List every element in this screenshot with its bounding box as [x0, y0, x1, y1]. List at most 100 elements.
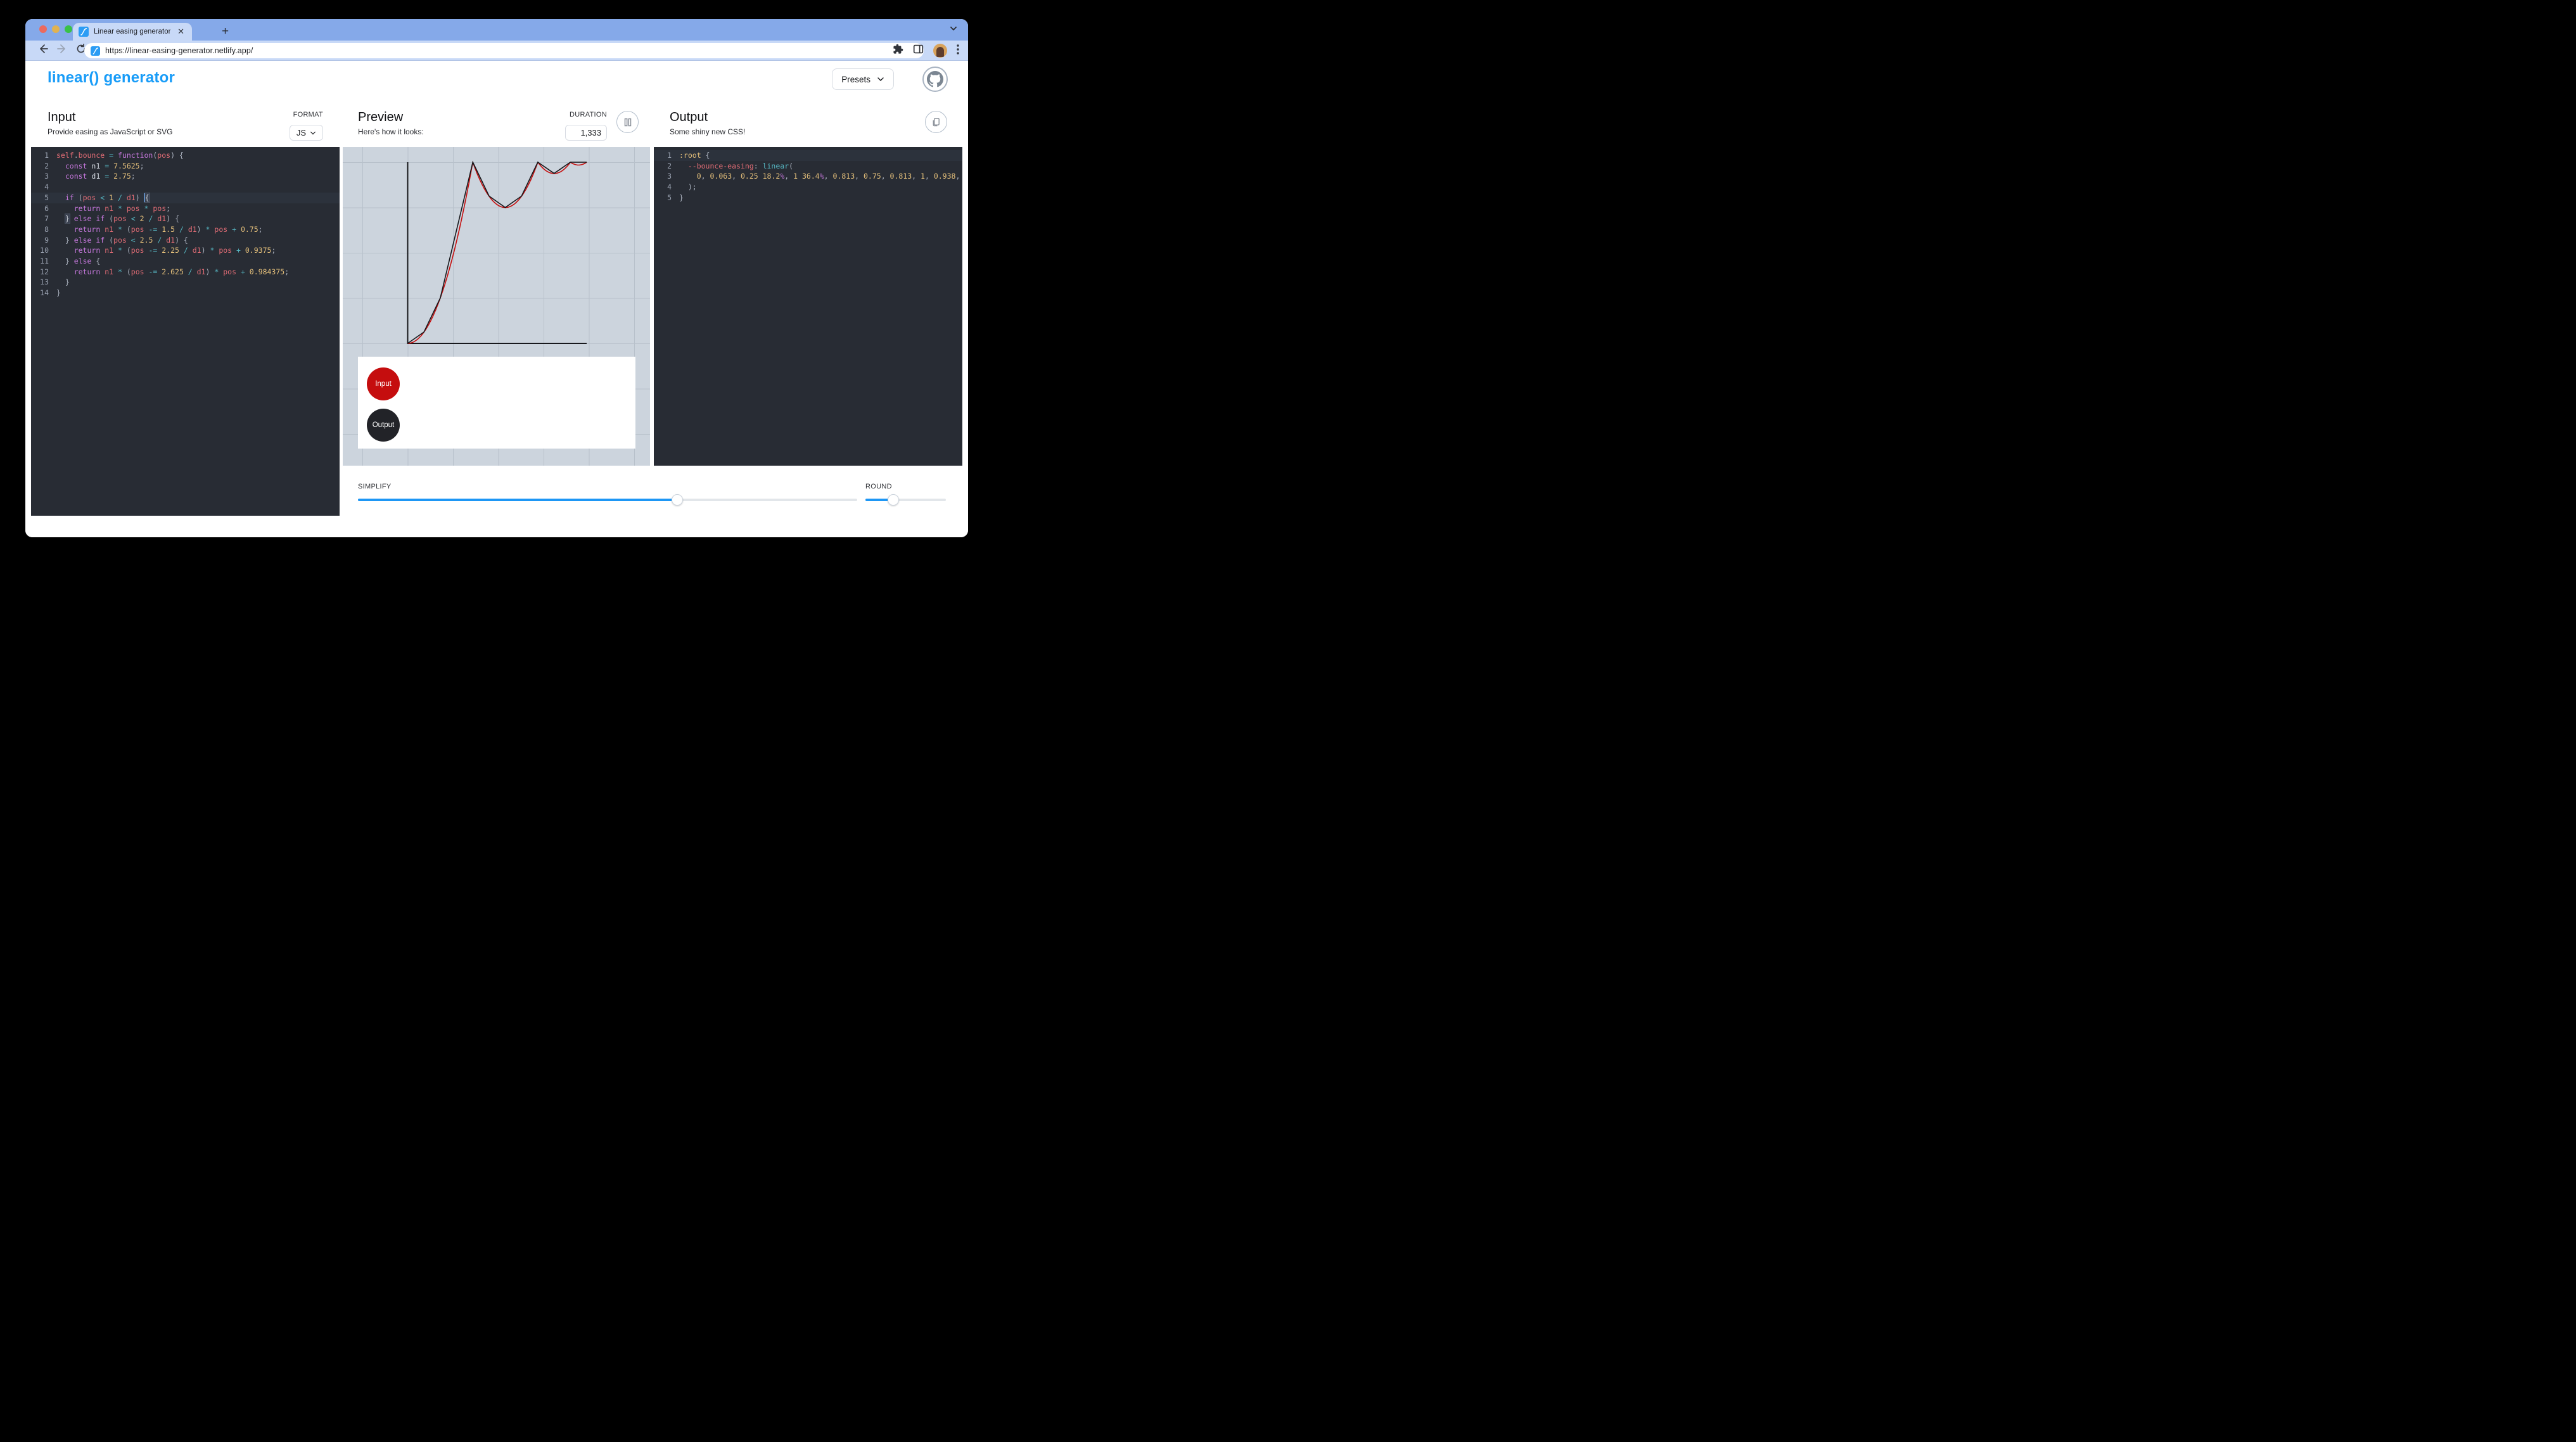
- output-demo-ball: Output: [367, 409, 400, 442]
- github-icon: [927, 71, 943, 87]
- code-line: 12 return n1 * (pos -= 2.625 / d1) * pos…: [31, 267, 340, 278]
- line-number: 10: [40, 246, 49, 255]
- app-title: linear() generator: [48, 69, 175, 86]
- code-line: 2 const n1 = 7.5625;: [31, 161, 340, 172]
- line-number: 5: [44, 193, 49, 202]
- zoom-window-button[interactable]: [65, 25, 72, 33]
- tab-close-icon[interactable]: ✕: [177, 27, 184, 36]
- browser-tab[interactable]: Linear easing generator ✕: [73, 23, 192, 41]
- extensions-puzzle-icon[interactable]: [893, 44, 903, 58]
- chevron-down-icon: [877, 77, 884, 81]
- close-window-button[interactable]: [39, 25, 47, 33]
- code-line: 9 } else if (pos < 2.5 / d1) {: [31, 235, 340, 246]
- output-code-editor[interactable]: 1:root {2 --bounce-easing: linear(3 0, 0…: [654, 147, 962, 466]
- simplify-slider[interactable]: [358, 494, 857, 506]
- line-number: 6: [44, 203, 49, 213]
- tab-title: Linear easing generator: [94, 28, 171, 35]
- chrome-menu-kebab-icon[interactable]: [957, 44, 959, 58]
- code-line: 11 } else {: [31, 256, 340, 267]
- line-number: 4: [667, 182, 672, 192]
- input-code-editor[interactable]: 1 self.bounce = function(pos) {2 const n1…: [31, 147, 340, 516]
- line-number: 5: [667, 193, 672, 202]
- round-slider[interactable]: [865, 494, 946, 506]
- pause-icon: [624, 118, 631, 126]
- line-number: 2: [44, 161, 49, 170]
- code-line: 4: [31, 182, 340, 193]
- simplify-slider-fill: [358, 499, 678, 501]
- easing-curve-favicon: [91, 46, 100, 56]
- url-text: https://linear-easing-generator.netlify.…: [105, 46, 253, 55]
- github-button[interactable]: [922, 67, 948, 92]
- line-number: 3: [667, 172, 672, 181]
- input-panel-title: Input: [48, 110, 76, 124]
- line-number: 2: [667, 161, 672, 170]
- simplify-slider-thumb[interactable]: [672, 494, 684, 506]
- app-page: linear() generator Presets Input Provide…: [25, 61, 968, 537]
- presets-label: Presets: [841, 74, 870, 84]
- line-number: 9: [44, 235, 49, 245]
- format-select[interactable]: JS: [290, 125, 323, 141]
- preview-panel-subtitle: Here's how it looks:: [358, 127, 424, 136]
- format-label: FORMAT: [293, 111, 323, 118]
- new-tab-button[interactable]: +: [222, 25, 229, 38]
- input-panel-header: Input Provide easing as JavaScript or SV…: [31, 99, 340, 141]
- side-panel-icon[interactable]: [913, 44, 924, 58]
- output-panel-title: Output: [670, 110, 708, 124]
- input-panel-subtitle: Provide easing as JavaScript or SVG: [48, 127, 173, 136]
- line-number: 3: [44, 172, 49, 181]
- line-number: 12: [40, 267, 49, 276]
- round-label: ROUND: [865, 483, 892, 490]
- code-line: 6 return n1 * pos * pos;: [31, 203, 340, 214]
- back-icon[interactable]: [38, 44, 48, 57]
- code-line: 13 }: [31, 277, 340, 288]
- reload-icon[interactable]: [76, 43, 86, 57]
- round-slider-thumb[interactable]: [888, 494, 900, 506]
- code-line: 1:root {: [654, 150, 962, 161]
- code-line: 3 0, 0.063, 0.25 18.2%, 1 36.4%, 0.813, …: [654, 171, 962, 182]
- preview-panel-title: Preview: [358, 110, 404, 124]
- code-line: 1 self.bounce = function(pos) {: [31, 150, 340, 161]
- line-number: 14: [40, 288, 49, 298]
- presets-button[interactable]: Presets: [832, 68, 894, 90]
- preview-graph: Input Output: [343, 147, 650, 466]
- bottom-controls: SIMPLIFY ROUND: [343, 466, 962, 537]
- output-panel-header: Output Some shiny new CSS!: [654, 99, 962, 136]
- tab-search-chevron-icon[interactable]: [949, 24, 958, 36]
- url-bar[interactable]: https://linear-easing-generator.netlify.…: [84, 43, 924, 58]
- duration-input[interactable]: [565, 125, 607, 141]
- output-linearized-curve: [407, 160, 587, 344]
- pause-button[interactable]: [616, 111, 639, 133]
- format-value: JS: [296, 128, 307, 137]
- tab-strip: Linear easing generator ✕ +: [25, 19, 968, 41]
- duration-label: DURATION: [569, 111, 607, 118]
- input-curve: [407, 160, 587, 344]
- simplify-label: SIMPLIFY: [358, 483, 392, 490]
- profile-avatar[interactable]: [933, 44, 947, 58]
- window-controls: [39, 25, 72, 33]
- line-number: 1: [667, 151, 672, 160]
- input-demo-ball: Input: [367, 367, 400, 400]
- code-line: 5 if (pos < 1 / d1) {: [31, 192, 340, 203]
- browser-toolbar: https://linear-easing-generator.netlify.…: [25, 41, 968, 61]
- code-line: 3 const d1 = 2.75;: [31, 171, 340, 182]
- output-panel-subtitle: Some shiny new CSS!: [670, 127, 746, 136]
- app-header: linear() generator Presets: [25, 61, 968, 99]
- code-line: 8 return n1 * (pos -= 1.5 / d1) * pos + …: [31, 224, 340, 235]
- copy-icon: [933, 118, 940, 127]
- code-line: 4 );: [654, 182, 962, 193]
- minimize-window-button[interactable]: [52, 25, 60, 33]
- copy-button[interactable]: [925, 111, 947, 133]
- easing-graph-canvas: [407, 160, 587, 344]
- code-line: 2 --bounce-easing: linear(: [654, 161, 962, 172]
- line-number: 8: [44, 224, 49, 234]
- round-slider-fill: [865, 499, 894, 501]
- animation-demo-card: Input Output: [358, 357, 635, 449]
- line-number: 7: [44, 214, 49, 224]
- browser-window: Linear easing generator ✕ + https://line…: [25, 19, 968, 537]
- chevron-down-icon: [310, 131, 316, 134]
- forward-icon[interactable]: [57, 44, 67, 57]
- easing-curve-favicon: [79, 27, 89, 37]
- code-line: 10 return n1 * (pos -= 2.25 / d1) * pos …: [31, 245, 340, 256]
- desktop-background: Linear easing generator ✕ + https://line…: [0, 0, 993, 556]
- line-number: 1: [44, 151, 49, 160]
